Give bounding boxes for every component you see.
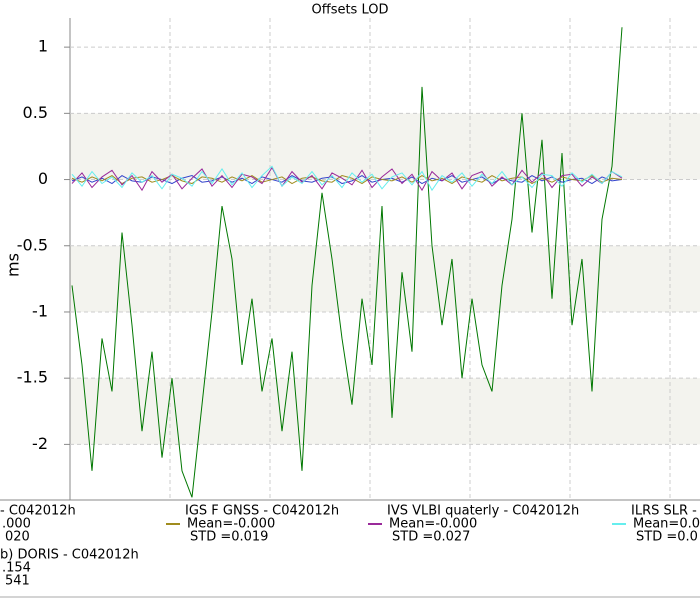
legend-std: STD =0.0 — [636, 530, 698, 545]
v-grid — [169, 18, 671, 500]
legend-mean: .000 — [2, 517, 31, 532]
legend-mean: Mean=-0.000 — [389, 517, 477, 532]
y-tick-label: 1 — [38, 37, 48, 56]
y-tick-label: -1.5 — [17, 368, 48, 387]
y-tick-label: -1 — [32, 301, 48, 320]
legend-name: - C042012h — [0, 504, 76, 519]
legend-mean: Mean=0.00 — [633, 517, 700, 532]
y-tick-label: 0 — [38, 169, 48, 188]
chart-title: Offsets LOD — [312, 3, 389, 18]
series-line — [71, 174, 623, 185]
legend-name: ILRS SLR - — [631, 504, 697, 519]
y-tick-label: -0.5 — [17, 235, 48, 254]
y-tick-label: -2 — [32, 434, 48, 453]
series-line — [71, 27, 623, 498]
legend-name: IVS VLBI quaterly - C042012h — [387, 504, 579, 519]
band — [70, 378, 700, 445]
y-axis-label: ms — [4, 253, 23, 277]
series-line — [71, 166, 623, 192]
legend-std: STD =0.019 — [190, 530, 268, 545]
legend-mean: .154 — [2, 561, 31, 576]
series-line — [71, 174, 623, 185]
legend-std: 541 — [5, 574, 30, 589]
y-tick-label: 0.5 — [23, 103, 48, 122]
legend-name: IGS F GNSS - C042012h — [185, 504, 339, 519]
legend-name: b) DORIS - C042012h — [0, 548, 139, 563]
legend-std: 020 — [5, 530, 30, 545]
legend-mean: Mean=-0.000 — [187, 517, 275, 532]
band — [70, 113, 700, 180]
series-line — [71, 165, 623, 192]
legend-std: STD =0.027 — [392, 530, 470, 545]
